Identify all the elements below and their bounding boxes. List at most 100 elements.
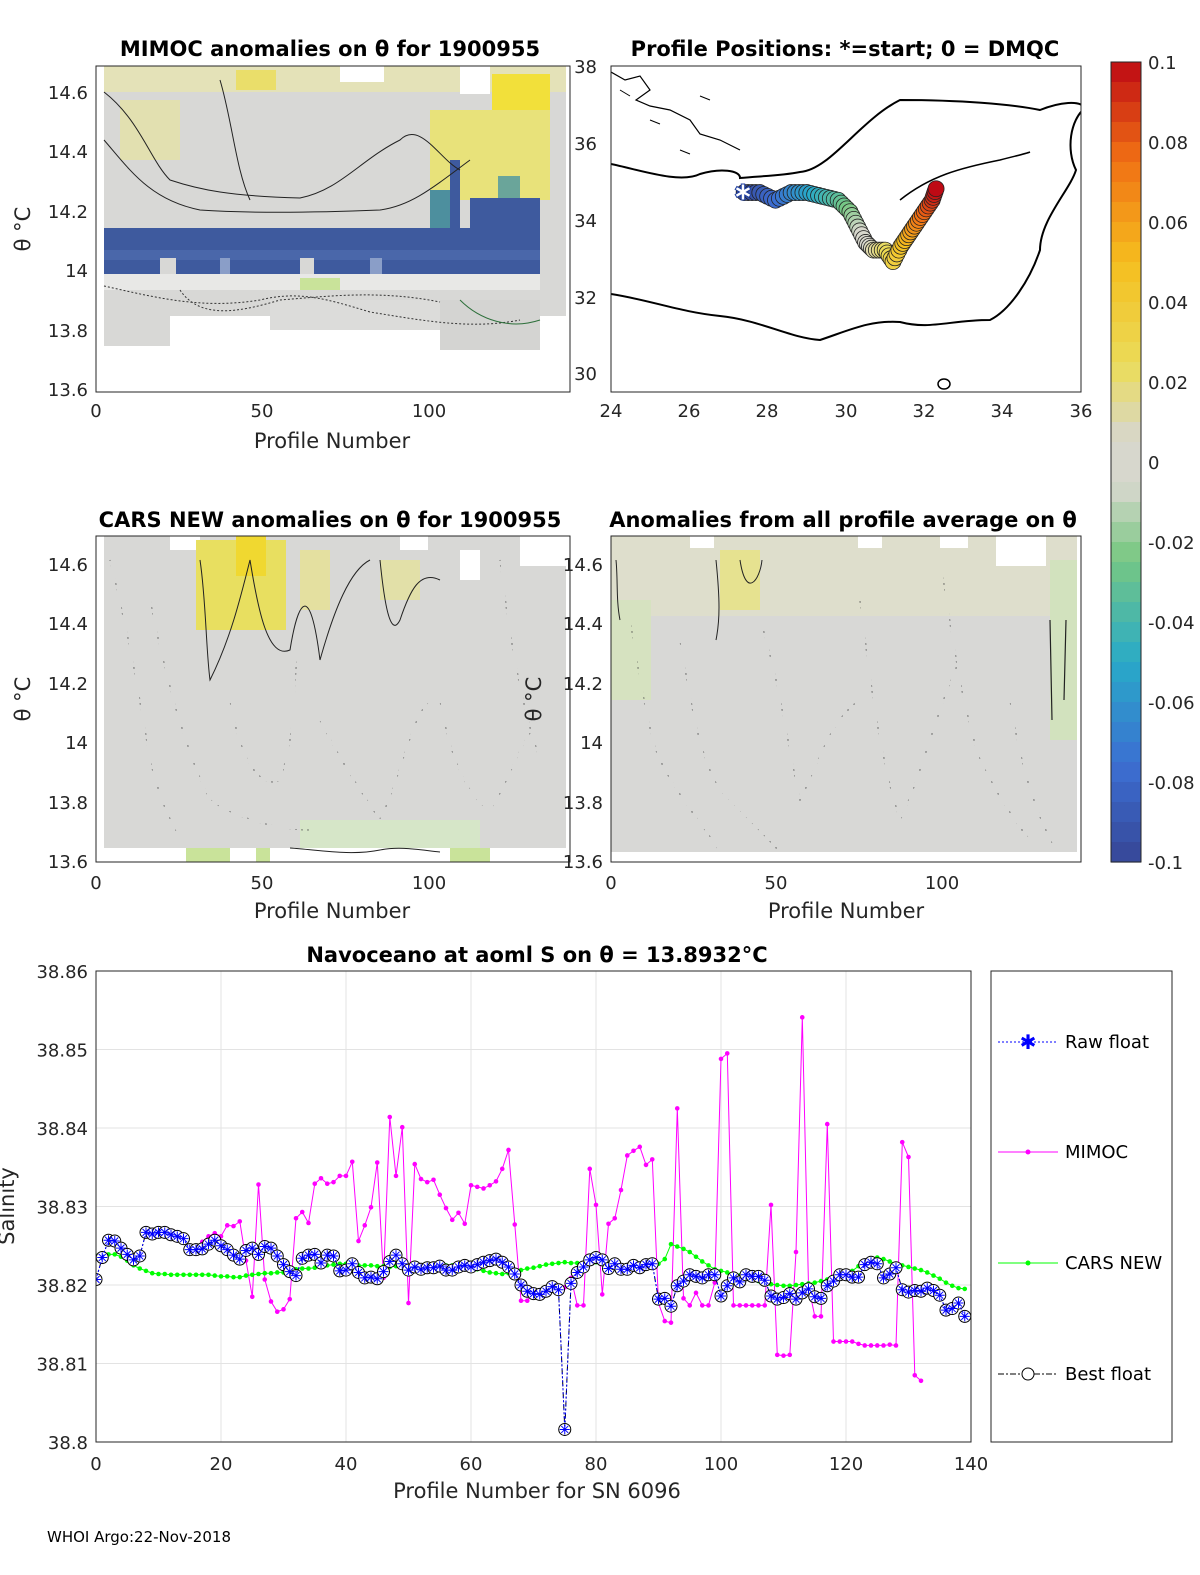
- data-point-raw-float: [247, 1243, 258, 1254]
- data-point-cars-new: [243, 1273, 249, 1278]
- data-point-raw-float: [922, 1283, 933, 1294]
- panel1-yticks: 14.6 14.4 14.2 14 13.8 13.6: [48, 83, 88, 401]
- data-point-mimoc: [249, 1294, 255, 1300]
- data-point-cars-new: [662, 1256, 668, 1262]
- data-point-raw-float: [728, 1272, 739, 1283]
- dot-marker-icon: [1025, 1149, 1031, 1155]
- data-point-raw-float: [822, 1280, 833, 1291]
- map-xtick: 28: [756, 401, 779, 422]
- colorbar-band: [1111, 622, 1141, 643]
- data-point-raw-float: [828, 1276, 839, 1287]
- colorbar-tick: -0.02: [1148, 533, 1195, 554]
- data-point-mimoc: [724, 1051, 730, 1056]
- data-point-raw-float: [153, 1227, 164, 1238]
- data-point-raw-float: [147, 1228, 158, 1239]
- data-point-mimoc: [643, 1162, 649, 1168]
- data-point-mimoc: [424, 1179, 430, 1185]
- panel3-ytick: 14.6: [48, 555, 88, 576]
- data-point-raw-float: [128, 1254, 139, 1265]
- panel1-ytick: 14.4: [48, 142, 88, 163]
- colorbar-band: [1111, 482, 1141, 503]
- panel4-field: [611, 536, 1081, 862]
- colorbar-band: [1111, 202, 1141, 223]
- data-point-mimoc: [824, 1121, 830, 1127]
- data-point-raw-float: [959, 1311, 970, 1322]
- data-point-raw-float: [228, 1250, 239, 1261]
- data-point-mimoc: [687, 1303, 693, 1308]
- data-point-mimoc: [868, 1343, 874, 1348]
- data-point-raw-float: [384, 1256, 395, 1267]
- data-point-mimoc: [399, 1124, 405, 1130]
- map-ytick: 36: [574, 134, 597, 155]
- map-xtick: 36: [1070, 401, 1093, 422]
- data-point-raw-float: [572, 1267, 583, 1278]
- panel4-ytick: 14: [580, 733, 603, 754]
- data-point-raw-float: [741, 1269, 751, 1280]
- data-point-cars-new: [812, 1280, 818, 1285]
- data-point-cars-new: [562, 1259, 568, 1265]
- data-point-mimoc: [756, 1303, 761, 1308]
- data-point-raw-float: [928, 1285, 939, 1296]
- data-point-raw-float: [934, 1290, 945, 1301]
- data-point-cars-new: [112, 1252, 118, 1257]
- colorbar-band: [1111, 582, 1141, 603]
- panel1-ytick: 13.6: [48, 380, 88, 401]
- data-point-cars-new: [162, 1271, 168, 1277]
- data-point-cars-new: [699, 1259, 705, 1264]
- data-point-mimoc: [368, 1204, 374, 1210]
- data-point-cars-new: [237, 1274, 243, 1280]
- footer-stamp: WHOI Argo:22-Nov-2018: [47, 1528, 231, 1546]
- panel5-series: [96, 1015, 971, 1436]
- data-point-mimoc: [781, 1353, 786, 1358]
- panel1-xtick: 100: [412, 401, 446, 422]
- data-point-cars-new: [918, 1267, 924, 1273]
- data-point-raw-float: [303, 1250, 314, 1261]
- data-point-cars-new: [906, 1264, 911, 1270]
- data-point-raw-float: [647, 1258, 658, 1269]
- data-point-mimoc: [649, 1157, 655, 1162]
- data-point-raw-float: [753, 1271, 764, 1282]
- colorbar-band: [1111, 402, 1141, 423]
- data-point-raw-float: [684, 1269, 695, 1280]
- colorbar-band: [1111, 542, 1141, 563]
- panel1-xtick: 50: [251, 401, 274, 422]
- data-point-raw-float: [391, 1250, 401, 1261]
- colorbar-band: [1111, 262, 1141, 283]
- panel5-xtick: 80: [585, 1454, 608, 1475]
- colorbar-band: [1111, 682, 1141, 703]
- data-point-raw-float: [497, 1257, 508, 1268]
- data-point-raw-float: [566, 1278, 576, 1289]
- panel3-ytick: 14.2: [48, 674, 88, 695]
- data-point-cars-new: [543, 1262, 549, 1267]
- colorbar-tick: 0.02: [1148, 373, 1188, 394]
- colorbar-band: [1111, 122, 1141, 143]
- data-point-raw-float: [241, 1245, 251, 1256]
- data-point-mimoc: [799, 1015, 805, 1020]
- legend-mimoc: MIMOC: [998, 1142, 1128, 1163]
- data-point-cars-new: [537, 1263, 543, 1269]
- data-point-mimoc: [743, 1303, 749, 1308]
- data-point-cars-new: [493, 1270, 499, 1276]
- data-point-raw-float: [197, 1243, 208, 1254]
- data-point-mimoc: [293, 1215, 299, 1221]
- data-point-mimoc: [231, 1223, 236, 1229]
- panel4-ytick: 14.6: [563, 555, 603, 576]
- panel5-ytick: 38.82: [36, 1276, 88, 1297]
- panel5-xtick: 140: [954, 1454, 988, 1475]
- data-point-mimoc: [499, 1166, 505, 1172]
- data-point-cars-new: [206, 1272, 211, 1278]
- data-point-cars-new: [212, 1273, 218, 1278]
- data-point-cars-new: [943, 1280, 949, 1285]
- panel1-title: MIMOC anomalies on θ for 1900955: [120, 37, 540, 61]
- series-line-best-float: [96, 1231, 966, 1430]
- data-point-raw-float: [784, 1288, 795, 1299]
- data-point-raw-float: [322, 1250, 333, 1261]
- data-point-cars-new: [149, 1270, 155, 1276]
- data-point-cars-new: [962, 1286, 968, 1292]
- data-point-mimoc: [612, 1215, 618, 1221]
- panel5-xtick: 100: [704, 1454, 738, 1475]
- panel5-ytick: 38.81: [36, 1355, 88, 1376]
- colorbar-band: [1111, 502, 1141, 523]
- data-point-mimoc: [581, 1303, 586, 1308]
- data-point-mimoc: [349, 1159, 355, 1165]
